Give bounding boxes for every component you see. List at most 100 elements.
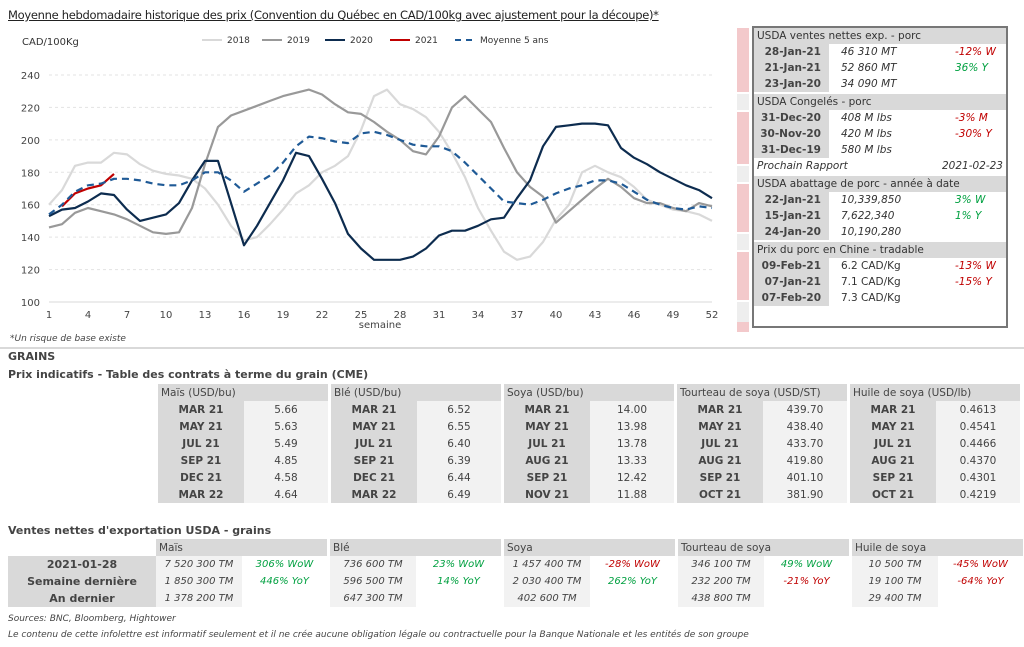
next-report-label: Prochain Rapport [757, 160, 848, 172]
contract-price: 433.70 [763, 435, 847, 452]
export-change: 306% WoW [255, 559, 314, 570]
export-volume: 438 800 TM [678, 590, 764, 607]
row-value: 7.3 CAD/Kg [841, 292, 901, 304]
contract-month: MAR 21 [158, 401, 244, 418]
export-change [590, 590, 675, 607]
contract-month: JUL 21 [850, 435, 936, 452]
x-tick-label: 34 [472, 310, 485, 321]
export-volume: 402 600 TM [504, 590, 590, 607]
export-volume: 1 378 200 TM [156, 590, 242, 607]
y-tick-label: 140 [21, 233, 40, 244]
y-tick-label: 200 [21, 136, 40, 147]
row-date: 22-Jan-21 [754, 192, 829, 208]
x-tick-label: 4 [85, 310, 91, 321]
series-line-moyenne-5-ans [48, 130, 713, 216]
contract-month: MAR 21 [850, 401, 936, 418]
section-title: USDA abattage de porc - année à date [754, 176, 1006, 192]
contract-month: DEC 21 [331, 469, 417, 486]
x-tick-label: 13 [199, 310, 212, 321]
exports-group-header: Maïs [156, 539, 327, 556]
section-title: USDA ventes nettes exp. - porc [754, 28, 1006, 44]
contract-price: 0.4541 [936, 418, 1020, 435]
exports-header-row: Maïs Blé Soya Tourteau de soya Huile de soya [8, 539, 1023, 556]
panel-row: 09-Feb-21 6.2 CAD/Kg -13% W [754, 258, 1006, 274]
section-china-price: Prix du porc en Chine - tradable 09-Feb-… [754, 242, 1006, 306]
futures-row: MAR 21 5.66 MAR 21 6.52 MAR 21 14.00 MAR 21 439… [158, 401, 1020, 418]
y-tick-label: 220 [21, 103, 40, 114]
panel-accent-bar [737, 234, 749, 250]
contract-month: NOV 21 [504, 486, 590, 503]
row-value: 580 M lbs [841, 144, 892, 156]
contract-price: 6.49 [417, 486, 501, 503]
section-export-sales: USDA ventes nettes exp. - porc 28-Jan-21… [754, 28, 1006, 92]
row-value: 34 090 MT [841, 78, 897, 90]
contract-month: JUL 21 [158, 435, 244, 452]
contract-price: 0.4370 [936, 452, 1020, 469]
row-date: 31-Dec-19 [754, 142, 829, 158]
export-change [242, 590, 327, 607]
contract-month: SEP 21 [677, 469, 763, 486]
row-value: 46 310 MT [841, 46, 897, 58]
export-volume: 19 100 TM [852, 573, 938, 590]
futures-group-header: Soya (USD/bu) [504, 384, 674, 401]
export-change: -45% WoW [953, 559, 1008, 570]
contract-price: 4.64 [244, 486, 328, 503]
contract-price: 439.70 [763, 401, 847, 418]
contract-month: MAY 21 [850, 418, 936, 435]
futures-heading: Prix indicatifs - Table des contrats à t… [8, 368, 369, 381]
contract-month: DEC 21 [158, 469, 244, 486]
contract-price: 14.00 [590, 401, 674, 418]
contract-month: SEP 21 [331, 452, 417, 469]
contract-price: 5.66 [244, 401, 328, 418]
panel-row: 24-Jan-20 10,190,280 [754, 224, 1006, 240]
panel-row: 21-Jan-21 52 860 MT 36% Y [754, 60, 1006, 76]
contract-price: 4.58 [244, 469, 328, 486]
row-date: 15-Jan-21 [754, 208, 829, 224]
contract-price: 6.39 [417, 452, 501, 469]
row-date: 09-Feb-21 [754, 258, 829, 274]
x-tick-label: 19 [277, 310, 290, 321]
disclaimer: Le contenu de cette infolettre est infor… [8, 630, 749, 640]
contract-price: 0.4301 [936, 469, 1020, 486]
row-change: -13% W [955, 260, 996, 272]
export-volume: 7 520 300 TM [156, 556, 242, 573]
contract-month: MAY 21 [677, 418, 763, 435]
row-value: 408 M lbs [841, 112, 892, 124]
row-label: 2021-01-28 [8, 556, 156, 573]
chart-title: Moyenne hebdomadaire historique des prix… [8, 8, 659, 22]
panel-row: 22-Jan-21 10,339,850 3% W [754, 192, 1006, 208]
section-slaughter: USDA abattage de porc - année à date 22-… [754, 176, 1006, 240]
contract-month: AUG 21 [504, 452, 590, 469]
row-value: 10,190,280 [841, 226, 902, 238]
contract-price: 419.80 [763, 452, 847, 469]
x-tick-label: 46 [628, 310, 641, 321]
x-tick-label: 37 [511, 310, 524, 321]
panel-accent-bar [737, 166, 749, 182]
panel-row: 31-Dec-19 580 M lbs [754, 142, 1006, 158]
y-axis-label: CAD/100Kg [22, 37, 79, 48]
export-change: -28% WoW [605, 559, 660, 570]
contract-month: JUL 21 [677, 435, 763, 452]
x-tick-label: 22 [316, 310, 329, 321]
futures-row: DEC 21 4.58 DEC 21 6.44 SEP 21 12.42 SEP 21 401… [158, 469, 1020, 486]
panel-row: 30-Nov-20 420 M lbs -30% Y [754, 126, 1006, 142]
export-change: 446% YoY [259, 576, 309, 587]
panel-row: 07-Feb-20 7.3 CAD/Kg [754, 290, 1006, 306]
contract-price: 0.4219 [936, 486, 1020, 503]
legend-label: Moyenne 5 ans [480, 36, 549, 46]
exports-row: 2021-01-28 7 520 300 TM 306% WoW 736 600 TM… [8, 556, 1023, 573]
row-change [941, 142, 1006, 158]
contract-month: SEP 21 [850, 469, 936, 486]
legend-label: 2019 [287, 36, 310, 46]
contract-price: 438.40 [763, 418, 847, 435]
exports-group-header: Tourteau de soya [678, 539, 849, 556]
futures-header-row: Maïs (USD/bu) Blé (USD/bu) Soya (USD/bu) To… [158, 384, 1020, 401]
contract-price: 13.78 [590, 435, 674, 452]
legend-label: 2018 [227, 36, 250, 46]
exports-heading: Ventes nettes d'exportation USDA - grain… [8, 524, 272, 537]
x-tick-label: 7 [124, 310, 130, 321]
export-change: 23% WoW [432, 559, 485, 570]
row-change: -3% M [955, 112, 988, 124]
contract-price: 11.88 [590, 486, 674, 503]
contract-month: MAR 21 [331, 401, 417, 418]
